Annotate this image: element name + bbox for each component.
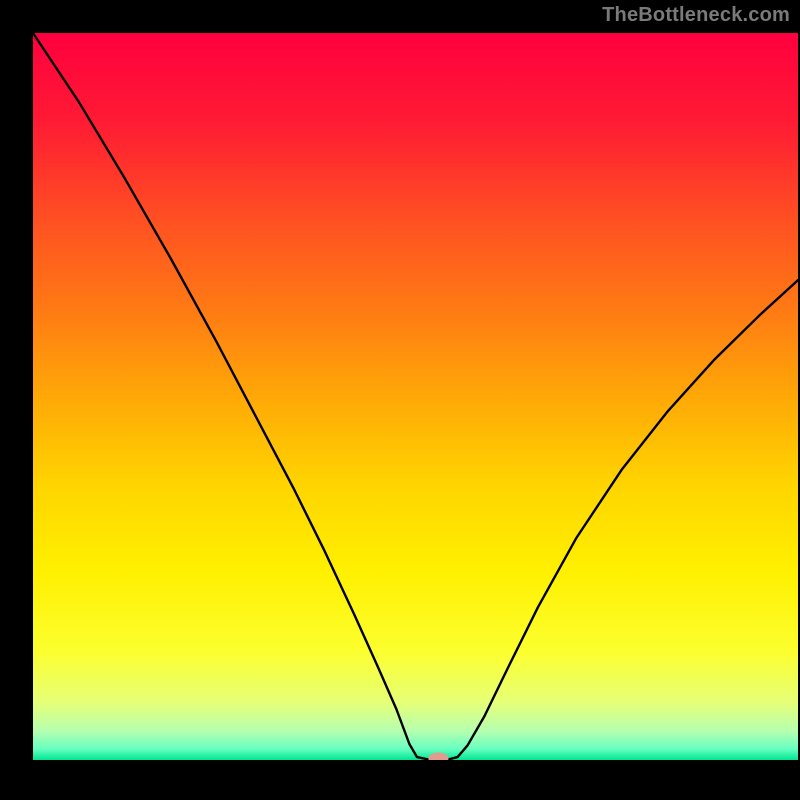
optimal-marker [428, 753, 448, 760]
bottleneck-curve [33, 33, 798, 760]
watermark-text: TheBottleneck.com [602, 4, 790, 27]
plot-area [33, 33, 798, 760]
curve-overlay [33, 33, 798, 760]
chart-container: TheBottleneck.com [0, 0, 800, 800]
